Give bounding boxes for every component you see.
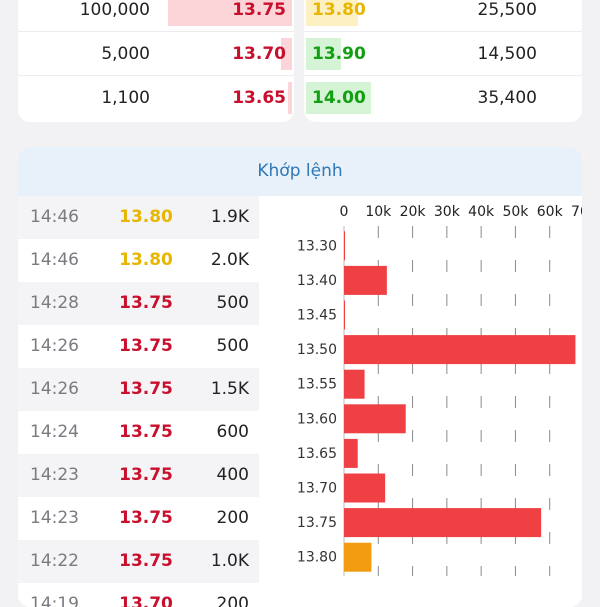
trade-price: 13.70 — [119, 594, 173, 607]
x-tick-label: 10k — [365, 204, 392, 220]
trade-volume: 1.5K — [210, 379, 249, 399]
panel-title: Khớp lệnh — [18, 147, 582, 196]
bid-depth-bar — [281, 38, 292, 70]
trade-price: 13.75 — [119, 379, 173, 399]
y-tick-label: 13.40 — [297, 273, 337, 289]
bid-row[interactable]: 1,100 13.65 — [18, 76, 294, 120]
trade-time: 14:26 — [30, 336, 79, 356]
ask-row[interactable]: 13.80 25,500 — [304, 0, 582, 32]
bar-13.65 — [344, 438, 358, 468]
trade-volume: 200 — [216, 594, 249, 607]
trade-row[interactable]: 14:26 13.75 500 — [18, 325, 259, 368]
trade-row[interactable]: 14:23 13.75 400 — [18, 454, 259, 497]
y-tick-label: 13.65 — [297, 446, 337, 462]
trade-time: 14:22 — [30, 551, 79, 571]
ask-price: 14.00 — [312, 88, 366, 108]
bar-13.55 — [344, 369, 365, 399]
ask-volume: 35,400 — [477, 88, 537, 108]
bar-13.40 — [344, 265, 387, 295]
bar-13.80 — [344, 542, 372, 572]
bid-volume: 100,000 — [79, 0, 150, 20]
trade-price: 13.75 — [119, 293, 173, 313]
ask-price: 13.90 — [312, 44, 366, 64]
volume-by-price-chart: 0 10k 20k 30k 40k 50k 60k 70k 13.30 13.40 13.45 13.… — [297, 204, 582, 576]
trade-time: 14:23 — [30, 465, 79, 485]
trade-volume: 400 — [216, 465, 249, 485]
bid-volume: 5,000 — [101, 44, 150, 64]
bid-volume: 1,100 — [101, 88, 150, 108]
bar-13.50 — [344, 335, 576, 365]
matched-orders-panel: Khớp lệnh 14:46 13.80 1.9K 14:46 13.80 2.0K 14… — [18, 147, 582, 607]
trade-volume: 200 — [216, 508, 249, 528]
trade-row[interactable]: 14:46 13.80 1.9K — [18, 196, 259, 239]
trade-price: 13.75 — [119, 422, 173, 442]
trade-time: 14:46 — [30, 207, 79, 227]
ask-depth-bar — [306, 38, 341, 70]
bid-price: 13.70 — [232, 44, 286, 64]
y-tick-label: 13.80 — [297, 550, 337, 566]
bid-row[interactable]: 5,000 13.70 — [18, 32, 294, 76]
bar-13.75 — [344, 508, 542, 538]
y-tick-label: 13.45 — [297, 308, 337, 324]
trade-price: 13.75 — [119, 336, 173, 356]
y-tick-label: 13.75 — [297, 515, 337, 531]
trade-price: 13.80 — [119, 250, 173, 270]
bar-13.70 — [344, 473, 386, 503]
ask-price: 13.80 — [312, 0, 366, 20]
bid-price: 13.65 — [232, 88, 286, 108]
trade-volume: 500 — [216, 336, 249, 356]
trade-price: 13.75 — [119, 551, 173, 571]
x-tick-label: 0 — [340, 204, 349, 220]
trade-volume: 500 — [216, 293, 249, 313]
trade-time: 14:46 — [30, 250, 79, 270]
x-tick-label: 30k — [434, 204, 461, 220]
ask-book: 13.80 25,500 13.90 14,500 14.00 35,400 — [304, 0, 582, 122]
trade-price: 13.75 — [119, 508, 173, 528]
x-tick-label: 50k — [502, 204, 529, 220]
ask-row[interactable]: 13.90 14,500 — [304, 32, 582, 76]
bar-13.30 — [344, 231, 345, 261]
trade-volume: 1.0K — [210, 551, 249, 571]
bid-depth-bar — [168, 0, 292, 26]
trade-row[interactable]: 14:23 13.75 200 — [18, 497, 259, 540]
y-tick-label: 13.60 — [297, 411, 337, 427]
y-tick-label: 13.50 — [297, 342, 337, 358]
trade-volume: 600 — [216, 422, 249, 442]
trade-row[interactable]: 14:24 13.75 600 — [18, 411, 259, 454]
trade-row[interactable]: 14:28 13.75 500 — [18, 282, 259, 325]
x-tick-label: 70k — [571, 204, 582, 220]
trade-time: 14:28 — [30, 293, 79, 313]
trade-price: 13.80 — [119, 207, 173, 227]
trade-row[interactable]: 14:46 13.80 2.0K — [18, 239, 259, 282]
bid-book: 100,000 13.75 5,000 13.70 1,100 13.65 — [18, 0, 294, 122]
x-tick-label: 60k — [537, 204, 564, 220]
trade-time: 14:26 — [30, 379, 79, 399]
y-tick-label: 13.70 — [297, 481, 337, 497]
ask-depth-bar — [306, 0, 358, 26]
x-tick-label: 40k — [468, 204, 495, 220]
ask-volume: 25,500 — [477, 0, 537, 20]
bid-row[interactable]: 100,000 13.75 — [18, 0, 294, 32]
trade-volume: 2.0K — [210, 250, 249, 270]
ask-depth-bar — [306, 82, 371, 114]
trade-time: 14:24 — [30, 422, 79, 442]
trade-time: 14:19 — [30, 594, 79, 607]
x-tick-label: 20k — [400, 204, 427, 220]
y-tick-label: 13.30 — [297, 238, 337, 254]
trade-volume: 1.9K — [210, 207, 249, 227]
bid-price: 13.75 — [232, 0, 286, 20]
trade-row[interactable]: 14:26 13.75 1.5K — [18, 368, 259, 411]
trade-time: 14:23 — [30, 508, 79, 528]
bar-13.60 — [344, 404, 406, 434]
trade-row[interactable]: 14:19 13.70 200 — [18, 583, 259, 607]
ask-volume: 14,500 — [477, 44, 537, 64]
bid-depth-bar — [288, 82, 292, 114]
bar-13.45 — [344, 300, 345, 330]
trade-row[interactable]: 14:22 13.75 1.0K — [18, 540, 259, 583]
ask-row[interactable]: 14.00 35,400 — [304, 76, 582, 120]
trade-price: 13.75 — [119, 465, 173, 485]
y-tick-label: 13.55 — [297, 377, 337, 393]
